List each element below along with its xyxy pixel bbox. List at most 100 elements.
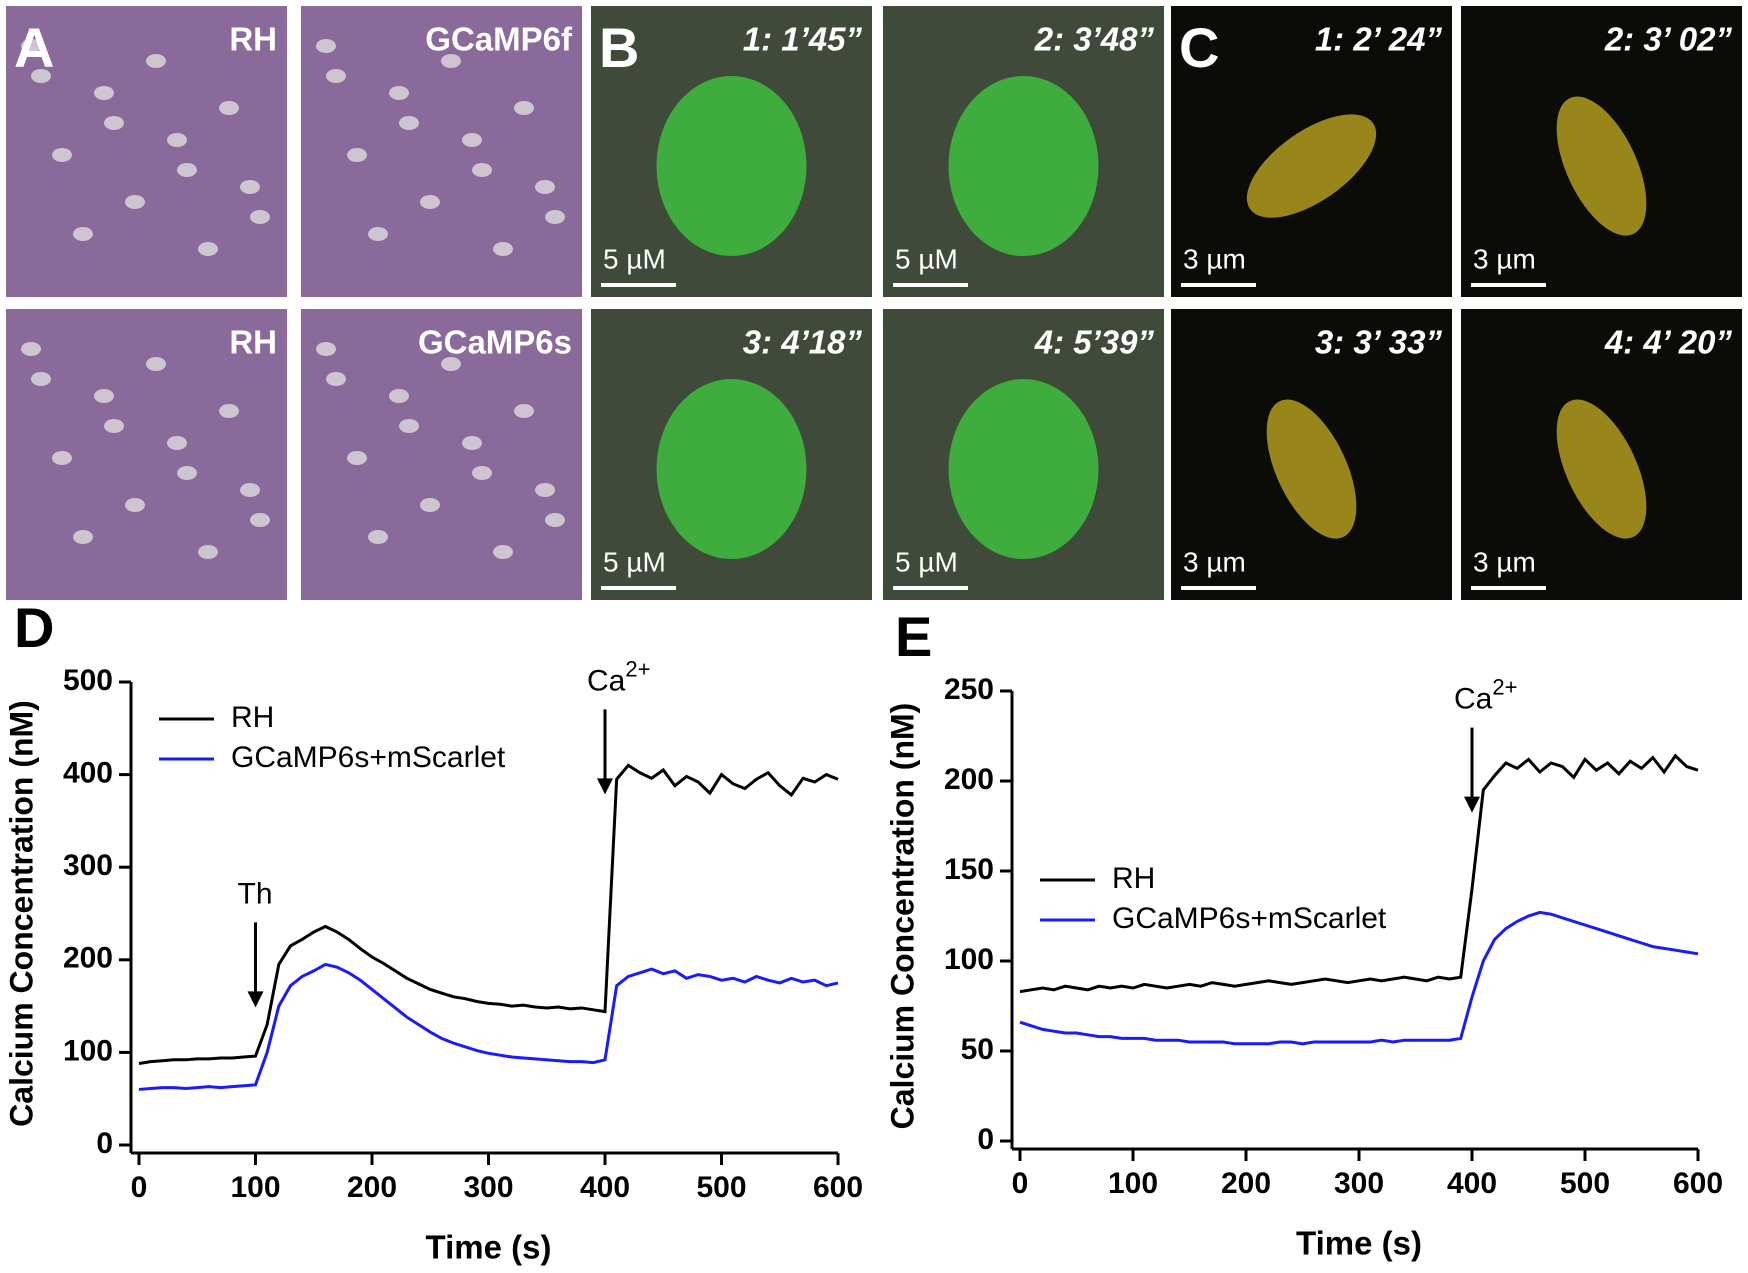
cell [219,101,239,115]
cell [167,436,187,450]
y-tick-label: 300 [63,849,113,882]
y-tick-label: 50 [961,1033,994,1066]
cell [545,513,565,527]
cell [420,195,440,209]
cell [198,545,218,559]
image-caption: GCaMP6s [418,324,572,361]
cell [545,210,565,224]
scale-bar-label: 5 µM [603,546,666,577]
cell [420,498,440,512]
organism [1266,399,1357,539]
cell [94,389,114,403]
cell [31,372,51,386]
cell [472,163,492,177]
y-tick-label: 100 [944,943,994,976]
scale-bar-label: 3 µm [1473,243,1536,274]
micrograph [301,6,582,297]
image-caption: 3: 3’ 33” [1315,324,1443,361]
cell [462,436,482,450]
micrograph [301,309,582,600]
cell [104,419,124,433]
series-line [1019,910,1699,1046]
image-caption: 4: 4’ 20” [1604,324,1733,361]
cell [493,545,513,559]
cell [535,180,555,194]
y-tick-label: 500 [63,664,113,697]
organism [656,76,807,257]
x-axis-title: Time (s) [1296,1225,1422,1262]
x-tick-label: 400 [580,1171,630,1204]
cell [316,342,336,356]
scale-bar-label: 3 µm [1473,546,1536,577]
cell [198,242,218,256]
annotation: Th [238,877,273,910]
series-line [138,962,839,1091]
cell [347,148,367,162]
cell [389,389,409,403]
cell [21,39,41,53]
cell [240,483,260,497]
y-tick-label: 150 [944,853,994,886]
image-caption: RH [229,21,277,58]
image-caption: GCaMP6f [425,21,573,58]
image-caption: 1: 1’45” [743,21,863,58]
annotation-sup: 2+ [1492,674,1517,699]
x-tick-label: 400 [1447,1167,1497,1200]
cell [514,101,534,115]
y-tick-label: 0 [977,1123,994,1156]
cell [219,404,239,418]
organism [1556,96,1647,236]
image-caption: 2: 3’48” [1034,21,1155,58]
series-line [1019,753,1699,994]
annotation-text: Th [238,877,273,910]
cell [250,210,270,224]
cell [368,227,388,241]
cell [94,86,114,100]
scale-bar-label: 5 µM [895,546,958,577]
cell [441,54,461,68]
organism [1246,114,1377,218]
cell [347,451,367,465]
scale-bar-label: 3 µm [1183,546,1246,577]
cell [125,195,145,209]
annotation-arrowhead [597,778,613,795]
micrograph [6,6,287,297]
cell [399,116,419,130]
x-tick-label: 0 [131,1171,148,1204]
cell [146,357,166,371]
image-caption: 2: 3’ 02” [1604,21,1733,58]
cell [493,242,513,256]
image-caption: 3: 4’18” [743,324,863,361]
x-tick-label: 500 [696,1171,746,1204]
cell [389,86,409,100]
annotation-arrowhead [247,991,264,1008]
cell [73,530,93,544]
series-line [138,763,839,1065]
legend-label: GCaMP6s+mScarlet [1112,902,1387,935]
y-tick-label: 250 [944,673,994,706]
x-tick-label: 200 [1221,1167,1271,1200]
annotation-text: Ca [1454,683,1493,716]
legend-label: GCaMP6s+mScarlet [231,741,506,774]
y-tick-label: 0 [96,1127,113,1160]
legend-label: RH [231,701,274,734]
x-tick-label: 100 [230,1171,280,1204]
x-tick-label: 500 [1560,1167,1610,1200]
cell [73,227,93,241]
legend-label: RH [1112,862,1155,895]
cell [326,69,346,83]
organism [948,76,1099,257]
cell [167,133,187,147]
annotation: Ca2+ [587,656,650,697]
y-tick-label: 400 [63,757,113,790]
cell [240,180,260,194]
x-tick-label: 300 [1334,1167,1384,1200]
cell [368,530,388,544]
scale-bar-label: 3 µm [1183,243,1246,274]
cell [21,342,41,356]
x-tick-label: 600 [1673,1167,1723,1200]
x-tick-label: 100 [1108,1167,1158,1200]
cell [462,133,482,147]
x-tick-label: 300 [463,1171,513,1204]
